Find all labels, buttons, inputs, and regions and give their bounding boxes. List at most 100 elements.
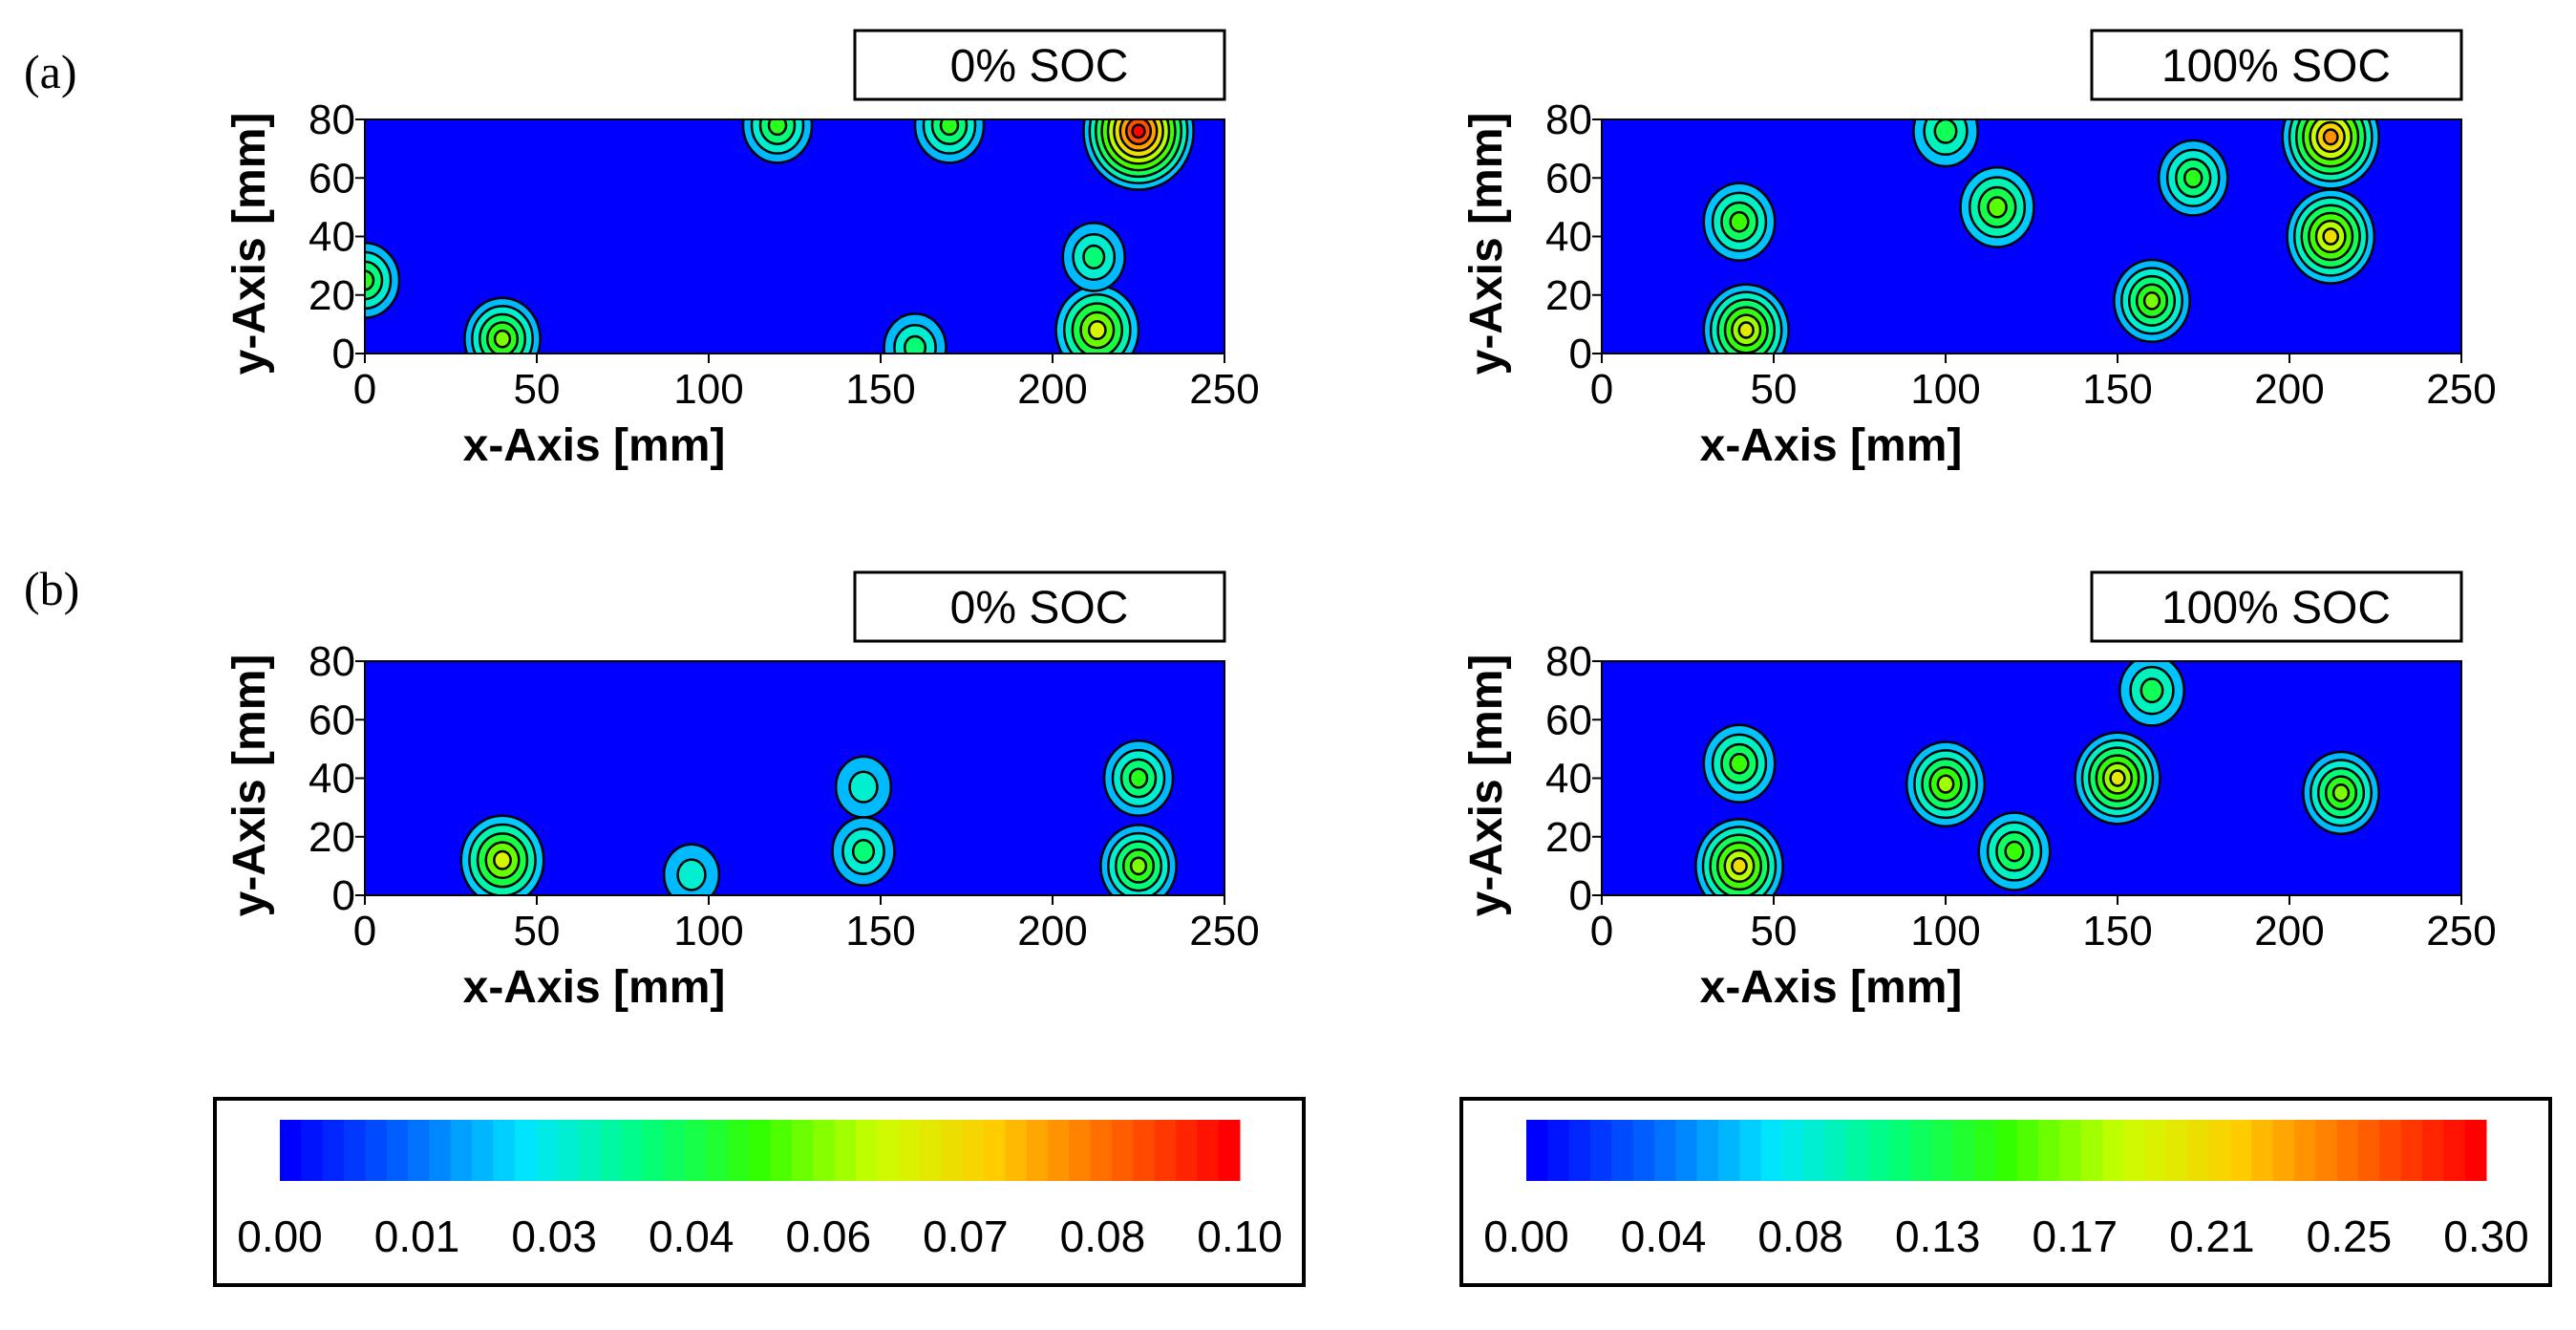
y-tick-label: 40	[1545, 214, 1592, 261]
colorbar-swatch	[514, 1120, 537, 1181]
y-axis-title: y-Axis [mm]	[224, 654, 275, 917]
colorbar-swatch	[386, 1120, 409, 1181]
colorbar-swatch	[2187, 1120, 2210, 1181]
hotspot	[2281, 119, 2380, 190]
hotspot	[1702, 723, 1777, 804]
x-axis-title: x-Axis [mm]	[1700, 962, 1963, 1013]
colorbar-swatch	[1888, 1120, 1911, 1181]
hotspot	[1905, 740, 1987, 827]
hotspot	[2286, 188, 2376, 285]
hotspot	[883, 312, 947, 354]
colorbar-tick-label: 0.25	[2307, 1212, 2393, 1261]
x-tick-label: 0	[353, 908, 376, 955]
colorbar-swatch	[1952, 1120, 1975, 1181]
y-tick-label: 80	[309, 97, 355, 143]
hotspot	[1702, 182, 1777, 262]
hotspot	[834, 755, 893, 819]
colorbar-swatch	[1026, 1120, 1049, 1181]
x-tick-label: 0	[1590, 908, 1613, 955]
colorbar-swatch	[2400, 1120, 2423, 1181]
colorbar-swatch	[1611, 1120, 1634, 1181]
contour-panel: 100% SOC 0 50 100 150 200 250 0 20 40 60 80 x-Axis […	[1461, 29, 2497, 471]
colorbar-swatch	[472, 1120, 494, 1181]
colorbar-swatch	[280, 1120, 302, 1181]
hotspot	[1959, 165, 2035, 248]
colorbar-swatch	[770, 1120, 793, 1181]
y-tick-label: 80	[309, 638, 355, 685]
y-tick-label: 40	[309, 756, 355, 803]
x-axis-title: x-Axis [mm]	[463, 420, 726, 471]
y-tick-label: 60	[309, 155, 355, 202]
colorbar: 0.00 0.04 0.08 0.13 0.17 0.21 0.25 0.30	[1459, 1097, 2552, 1287]
row-label-b: (b)	[24, 562, 79, 615]
soc-label-box	[2090, 29, 2463, 101]
y-tick-label: 80	[1545, 97, 1592, 143]
colorbar-swatch	[920, 1120, 942, 1181]
hotspot	[1694, 818, 1784, 895]
colorbar-swatch	[1696, 1120, 1719, 1181]
colorbar-swatch	[2123, 1120, 2146, 1181]
x-tick-label: 100	[1910, 366, 1980, 413]
x-tick-label: 250	[2426, 366, 2496, 413]
colorbar-swatch	[578, 1120, 601, 1181]
hotspot	[1082, 119, 1195, 191]
colorbar-tick-label: 0.01	[374, 1212, 460, 1261]
colorbar-swatch	[429, 1120, 452, 1181]
hotspot	[662, 843, 721, 895]
colorbar-swatch	[792, 1120, 814, 1181]
colorbar-swatch	[1547, 1120, 1570, 1181]
colorbar-swatch	[2379, 1120, 2402, 1181]
y-tick-label: 0	[1569, 331, 1592, 377]
colorbar-swatch	[1739, 1120, 1762, 1181]
x-tick-label: 50	[514, 366, 561, 413]
colorbar-swatch	[1760, 1120, 1783, 1181]
soc-label-box	[2090, 570, 2463, 643]
colorbar-swatch	[1154, 1120, 1177, 1181]
colorbar-swatch	[1005, 1120, 1028, 1181]
colorbar-tick-label: 0.17	[2033, 1212, 2118, 1261]
colorbar-swatch	[1218, 1120, 1241, 1181]
colorbar-swatch	[2422, 1120, 2444, 1181]
colorbar-swatch	[962, 1120, 985, 1181]
y-axis-title: y-Axis [mm]	[1461, 654, 1512, 917]
x-tick-label: 250	[1189, 366, 1259, 413]
y-tick-label: 0	[332, 872, 355, 919]
colorbar-swatch	[813, 1120, 836, 1181]
hotspot	[459, 814, 545, 895]
colorbar-tick-label: 0.10	[1197, 1212, 1283, 1261]
colorbar-swatch	[322, 1120, 345, 1181]
colorbar-tick-label: 0.00	[1483, 1212, 1569, 1261]
colorbar-swatch	[2251, 1120, 2274, 1181]
colorbar-swatch	[2272, 1120, 2295, 1181]
x-tick-label: 150	[2082, 366, 2152, 413]
colorbar-tick-label: 0.03	[511, 1212, 597, 1261]
soc-label: 100% SOC	[2161, 583, 2391, 633]
colorbar-swatch	[1112, 1120, 1134, 1181]
x-tick-label: 100	[673, 908, 743, 955]
colorbar-swatch	[642, 1120, 665, 1181]
colorbar-swatch	[2230, 1120, 2252, 1181]
hotspot	[913, 119, 986, 164]
colorbar-swatch	[493, 1120, 516, 1181]
colorbar-tick-label: 0.00	[237, 1212, 323, 1261]
x-tick-label: 0	[353, 366, 376, 413]
colorbar-swatch	[1974, 1120, 1996, 1181]
soc-label: 0% SOC	[950, 41, 1129, 92]
x-tick-label: 150	[2082, 908, 2152, 955]
y-tick-label: 60	[1545, 155, 1592, 202]
colorbar-tick-label: 0.06	[786, 1212, 872, 1261]
x-axis-title: x-Axis [mm]	[463, 962, 726, 1013]
y-axis-title: y-Axis [mm]	[224, 113, 275, 375]
y-tick-label: 40	[1545, 756, 1592, 803]
colorbar-tick-label: 0.08	[1757, 1212, 1843, 1261]
hotspot	[831, 816, 896, 887]
colorbar-swatch	[557, 1120, 580, 1181]
colorbar-swatch	[1718, 1120, 1740, 1181]
colorbar-swatch	[1654, 1120, 1676, 1181]
y-tick-label: 20	[309, 272, 355, 319]
colorbar-swatch	[408, 1120, 430, 1181]
soc-label-box	[853, 29, 1226, 101]
y-tick-label: 60	[309, 697, 355, 743]
contour-panel: 100% SOC 0 50 100 150 200 250 0 20 40 60 80 x-Axis […	[1461, 570, 2497, 1013]
colorbar-swatch	[1675, 1120, 1698, 1181]
